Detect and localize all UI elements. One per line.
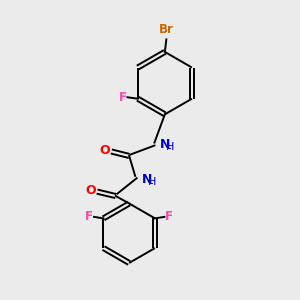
- Text: F: F: [118, 91, 126, 104]
- Text: N: N: [160, 138, 170, 152]
- Text: O: O: [86, 184, 97, 196]
- Text: Br: Br: [159, 22, 174, 36]
- Text: F: F: [165, 210, 173, 224]
- Text: -: -: [148, 177, 152, 190]
- Text: O: O: [99, 143, 110, 157]
- Text: H: H: [148, 176, 156, 187]
- Text: N: N: [142, 173, 152, 186]
- Text: H: H: [166, 142, 174, 152]
- Text: -: -: [166, 142, 170, 155]
- Text: F: F: [85, 210, 93, 224]
